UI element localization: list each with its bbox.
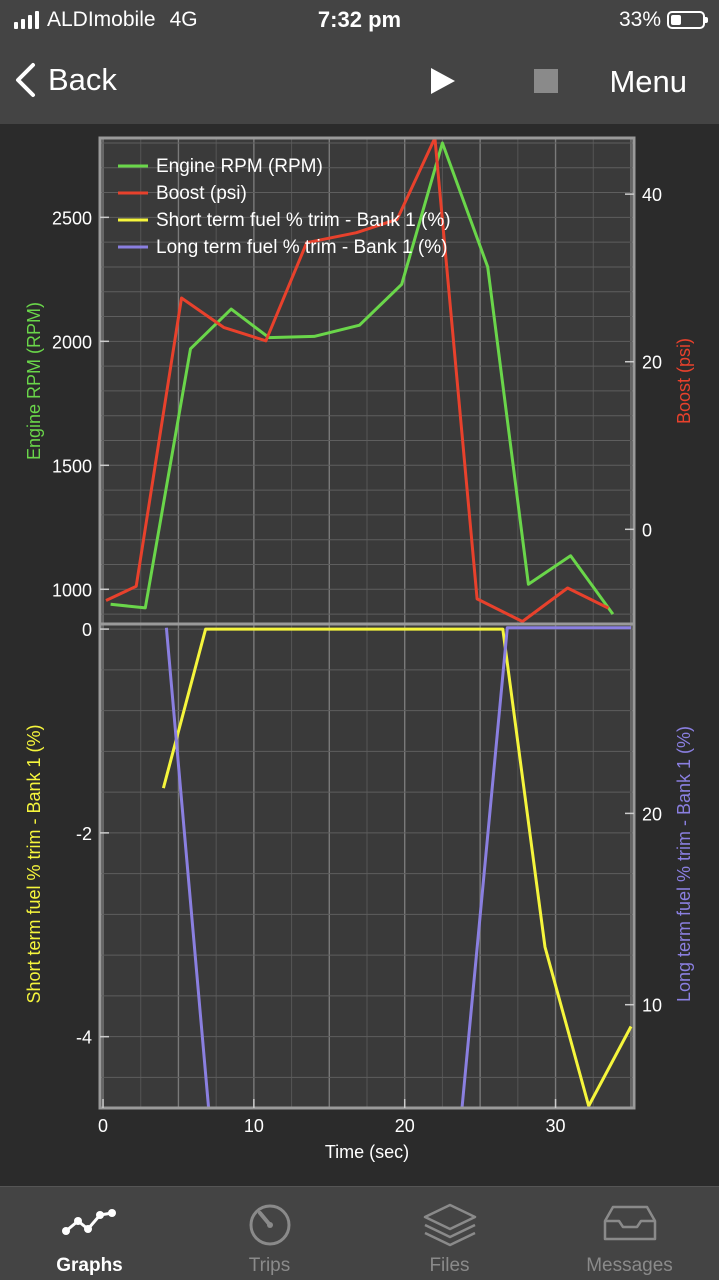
x-tick-label: 20 <box>395 1116 415 1136</box>
menu-button[interactable]: Menu <box>609 64 687 99</box>
status-time: 7:32 pm <box>317 7 402 32</box>
layers-icon <box>423 1203 476 1247</box>
y-left-tick-label: 2000 <box>52 332 92 352</box>
battery-icon <box>667 11 708 29</box>
y-left-tick-label: 2500 <box>52 208 92 228</box>
tab-bar: Graphs Trips Files Message <box>0 1186 719 1280</box>
y-left-tick-label: -2 <box>76 824 92 844</box>
y-right-tick-label: 40 <box>642 185 662 205</box>
battery-fill <box>671 15 681 25</box>
y-left-tick-label: -4 <box>76 1028 92 1048</box>
network-type: 4G <box>169 8 198 31</box>
y-left-label-stft: Short term fuel % trim - Bank 1 (%) <box>24 724 44 1003</box>
y-left-tick-label: 1500 <box>52 456 92 476</box>
x-tick-label: 10 <box>244 1116 264 1136</box>
lower-plot: -4 -2 0 10 20 0 10 20 30 Short term fuel % tri… <box>24 620 694 1162</box>
upper-grid <box>100 138 634 624</box>
y-left-label-rpm: Engine RPM (RPM) <box>24 302 44 460</box>
signal-icon <box>14 11 39 29</box>
tab-graphs[interactable]: Graphs <box>0 1187 179 1280</box>
y-right-label-boost: Boost (psi) <box>674 338 694 424</box>
x-tick-label: 30 <box>546 1116 566 1136</box>
status-right: 33% <box>618 8 708 32</box>
upper-series <box>105 136 615 623</box>
y-right-tick-label: 0 <box>642 520 652 540</box>
tab-trips[interactable]: Trips <box>180 1187 359 1280</box>
y-right-tick-label: 20 <box>642 353 662 373</box>
inbox-icon <box>603 1205 656 1241</box>
series-line-short-term-fuel-trim-bank-1 <box>161 627 633 1108</box>
battery-percent: 33% <box>618 8 661 31</box>
x-axis-label: Time (sec) <box>325 1142 409 1162</box>
tab-trips-label: Trips <box>248 1255 291 1276</box>
x-axis: 0 10 20 30 <box>98 1099 566 1136</box>
y-right-tick-label: 10 <box>642 996 662 1016</box>
upper-left-axis: 1000 1500 2000 2500 <box>52 208 109 600</box>
gauge-icon <box>249 1204 290 1246</box>
upper-plot: 1000 1500 2000 2500 0 20 40 Engine RPM (RPM) … <box>24 136 694 626</box>
y-left-tick-label: 1000 <box>52 580 92 600</box>
series-line-engine-rpm <box>110 141 615 615</box>
y-right-tick-label: 20 <box>642 804 662 824</box>
tab-messages-label: Messages <box>586 1255 673 1276</box>
series-line-boost <box>105 136 610 623</box>
tab-messages[interactable]: Messages <box>540 1187 719 1280</box>
tab-graphs-label: Graphs <box>56 1255 123 1276</box>
carrier-name: ALDImobile <box>47 8 156 31</box>
upper-right-axis: 0 20 40 <box>625 185 662 540</box>
tab-files[interactable]: Files <box>360 1187 539 1280</box>
back-button[interactable]: Back <box>14 62 117 98</box>
graph-view[interactable]: 1000 1500 2000 2500 0 20 40 Engine RPM (RPM) … <box>0 124 719 1186</box>
legend: Engine RPM (RPM) Boost (psi) Short term fu… <box>118 156 451 258</box>
legend-item: Short term fuel % trim - Bank 1 (%) <box>156 210 451 231</box>
graph-icon <box>61 1209 116 1235</box>
chevron-left-icon <box>16 63 35 97</box>
legend-item: Boost (psi) <box>156 183 247 204</box>
status-bar: ALDImobile 4G 7:32 pm 33% <box>0 0 719 40</box>
stop-button[interactable] <box>534 69 558 93</box>
y-right-label-ltft: Long term fuel % trim - Bank 1 (%) <box>674 726 694 1002</box>
tab-files-label: Files <box>429 1255 470 1276</box>
x-tick-label: 0 <box>98 1116 108 1136</box>
y-left-tick-label: 0 <box>82 620 92 640</box>
legend-item: Long term fuel % trim - Bank 1 (%) <box>156 237 447 258</box>
lower-plot-frame <box>98 622 636 1110</box>
lower-right-axis: 10 20 <box>625 804 662 1016</box>
lower-left-axis: -4 -2 0 <box>76 620 109 1048</box>
back-label: Back <box>48 62 117 97</box>
legend-item: Engine RPM (RPM) <box>156 156 323 177</box>
status-left: ALDImobile 4G <box>14 8 198 32</box>
play-button[interactable] <box>428 66 458 96</box>
nav-bar: Back Menu <box>0 40 719 124</box>
